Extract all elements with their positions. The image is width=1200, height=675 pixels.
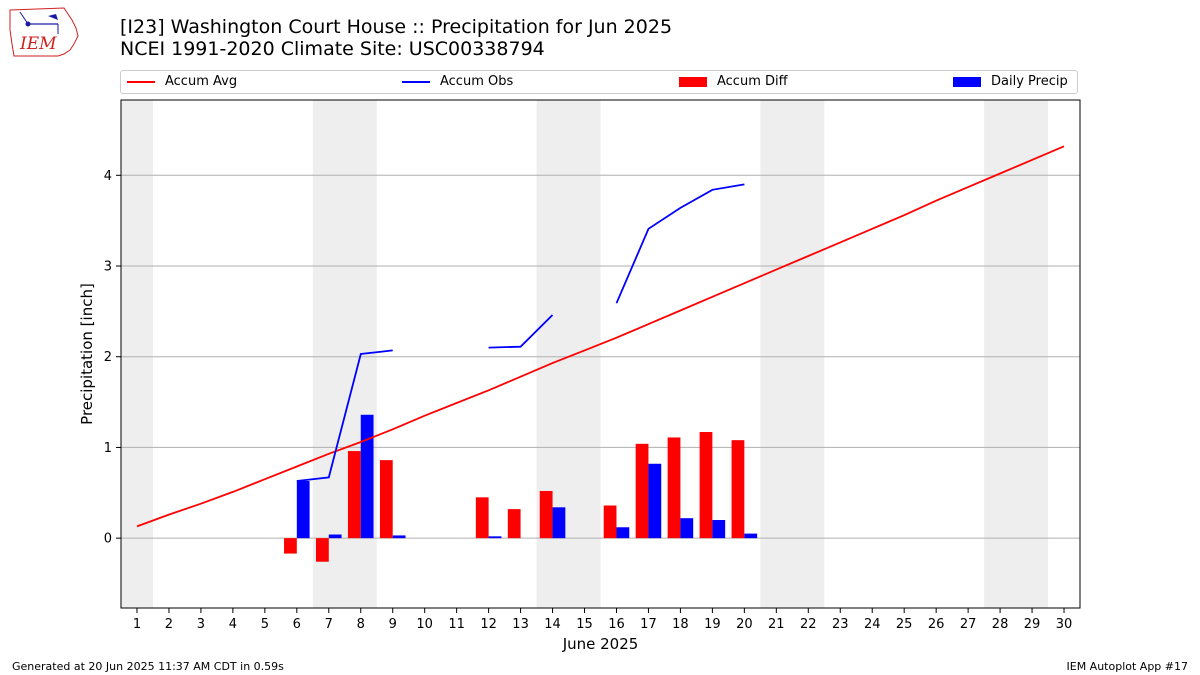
x-tick-label: 11 [448,617,465,632]
bar-daily-precip [328,534,342,539]
x-tick-label: 2 [165,617,173,632]
legend-label-accum-avg: Accum Avg [165,74,238,89]
chart-title: [I23] Washington Court House :: Precipit… [120,16,673,38]
x-tick-label: 25 [896,617,913,632]
x-tick-label: 30 [1056,617,1073,632]
x-tick-label: 22 [800,617,817,632]
legend-label-accum-diff: Accum Diff [717,74,788,89]
logo-text: IEM [19,34,57,54]
footer-generated-text: Generated at 20 Jun 2025 11:37 AM CDT in… [12,660,284,673]
x-tick-label: 9 [389,617,397,632]
x-tick-label: 6 [293,617,301,632]
bar-daily-precip [648,463,662,539]
x-tick-label: 8 [357,617,365,632]
bar-daily-precip [744,533,758,539]
legend-swatch-accum-obs [402,80,430,83]
bar-daily-precip [552,507,566,539]
x-tick-label: 29 [1024,617,1041,632]
y-tick-label: 3 [104,260,112,275]
x-tick-label: 15 [576,617,593,632]
bar-accum-diff [347,451,361,539]
y-tick-label: 4 [104,169,112,184]
legend-label-daily-precip: Daily Precip [991,74,1068,89]
iem-logo: IEM [9,7,79,57]
weekend-shade [121,100,153,608]
bar-accum-diff [539,490,553,539]
bar-accum-diff [603,505,617,539]
bar-daily-precip [296,481,310,539]
x-axis-label: June 2025 [562,635,639,653]
bar-accum-diff [507,509,521,539]
legend-swatch-daily-precip [953,76,981,87]
x-tick-label: 21 [768,617,785,632]
line-accum-obs-segment [615,183,745,304]
bar-daily-precip [360,414,374,539]
bar-accum-diff [731,440,745,539]
x-tick-label: 16 [608,617,625,632]
x-tick-label: 23 [832,617,849,632]
legend-swatch-accum-diff [679,76,707,87]
legend-item-accum-avg: Accum Avg [127,74,237,89]
chart-subtitle: NCEI 1991-2020 Climate Site: USC00338794 [120,38,545,60]
x-tick-label: 7 [325,617,333,632]
x-tick-label: 24 [864,617,881,632]
bar-accum-diff [699,432,713,539]
bar-accum-diff [284,538,297,554]
bar-daily-precip [616,527,630,539]
x-tick-label: 1 [133,617,141,632]
y-tick-label: 2 [104,350,112,365]
x-tick-label: 5 [261,617,269,632]
legend-label-accum-obs: Accum Obs [440,74,514,89]
y-tick-label: 0 [104,532,112,547]
bar-accum-diff [315,538,329,562]
x-tick-label: 28 [992,617,1009,632]
x-tick-label: 14 [544,617,561,632]
line-accum-obs-segment [296,349,393,482]
x-tick-label: 20 [736,617,753,632]
legend-item-daily-precip: Daily Precip [953,74,1068,89]
y-tick-label: 1 [104,441,112,456]
line-accum-avg [136,145,1065,528]
x-tick-label: 26 [928,617,945,632]
legend-swatch-accum-avg [127,80,155,83]
bar-accum-diff [635,443,649,539]
x-tick-label: 4 [229,617,237,632]
x-tick-label: 3 [197,617,205,632]
bar-daily-precip [392,535,406,539]
iowa-outline-icon [9,7,79,57]
legend-item-accum-diff: Accum Diff [679,74,788,89]
bar-daily-precip [488,536,502,539]
x-tick-label: 27 [960,617,977,632]
x-tick-label: 13 [512,617,529,632]
weekend-shade [760,100,825,608]
bar-accum-diff [667,437,681,539]
bar-daily-precip [680,518,694,539]
x-tick-label: 12 [480,617,497,632]
x-tick-label: 10 [416,617,433,632]
x-tick-label: 19 [704,617,721,632]
x-tick-label: 18 [672,617,689,632]
x-tick-label: 17 [640,617,657,632]
legend-item-accum-obs: Accum Obs [402,74,513,89]
bar-daily-precip [712,520,726,539]
footer-app-text: IEM Autoplot App #17 [1066,660,1189,673]
plot-frame [120,99,1081,609]
bar-accum-diff [379,460,393,539]
chart-legend: Accum Avg Accum Obs Accum Diff Daily Pre… [120,70,1078,94]
bar-accum-diff [475,497,489,539]
weekend-shade [984,100,1049,608]
line-accum-obs-segment [488,314,554,349]
y-axis-label: Precipitation [inch] [78,283,96,425]
